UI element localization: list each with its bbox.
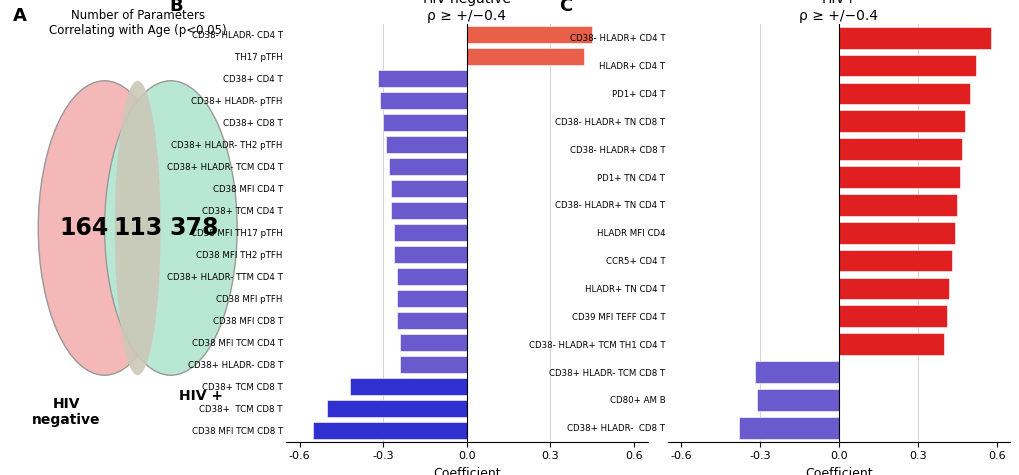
Bar <box>467 48 583 66</box>
Text: B: B <box>169 0 183 15</box>
Bar <box>327 400 467 418</box>
Bar <box>399 334 467 352</box>
Bar <box>380 92 467 109</box>
Text: 113: 113 <box>113 216 162 240</box>
Text: C: C <box>558 0 572 15</box>
Text: HIV
negative: HIV negative <box>32 397 101 427</box>
Bar <box>391 180 467 197</box>
Bar <box>838 27 990 48</box>
Bar <box>739 417 838 439</box>
X-axis label: Coefficient: Coefficient <box>804 467 872 475</box>
Bar <box>394 246 467 263</box>
Bar <box>838 305 946 327</box>
Bar <box>377 70 467 87</box>
Bar <box>838 166 959 188</box>
Bar <box>467 26 591 43</box>
Bar <box>754 361 838 383</box>
Title: HIV+
ρ ≥ +/−0.4: HIV+ ρ ≥ +/−0.4 <box>799 0 877 23</box>
Bar <box>383 114 467 131</box>
Bar <box>838 277 949 299</box>
Bar <box>313 422 467 439</box>
Bar <box>388 158 467 175</box>
Bar <box>396 268 467 285</box>
Bar <box>838 194 956 216</box>
Bar <box>394 224 467 241</box>
Title: HIV-negative
ρ ≥ +/−0.4: HIV-negative ρ ≥ +/−0.4 <box>422 0 511 23</box>
Bar <box>838 250 951 272</box>
Bar <box>396 290 467 307</box>
Text: 164: 164 <box>59 216 109 240</box>
Bar <box>757 389 838 411</box>
Bar <box>350 378 467 395</box>
Text: A: A <box>13 7 26 25</box>
Text: 378: 378 <box>169 216 218 240</box>
Ellipse shape <box>39 81 171 375</box>
Bar <box>838 138 962 160</box>
Bar <box>396 312 467 329</box>
Bar <box>838 55 974 76</box>
Bar <box>838 333 944 355</box>
Bar <box>838 83 969 104</box>
Bar <box>385 136 467 153</box>
X-axis label: Coefficient: Coefficient <box>432 467 500 475</box>
Bar <box>838 222 954 244</box>
Text: HIV +: HIV + <box>179 390 223 403</box>
Bar <box>391 202 467 219</box>
Ellipse shape <box>105 81 236 375</box>
Text: Number of Parameters
Correlating with Age (p<0.05): Number of Parameters Correlating with Ag… <box>49 10 226 38</box>
Bar <box>838 110 964 132</box>
Ellipse shape <box>114 81 161 375</box>
Bar <box>399 356 467 373</box>
